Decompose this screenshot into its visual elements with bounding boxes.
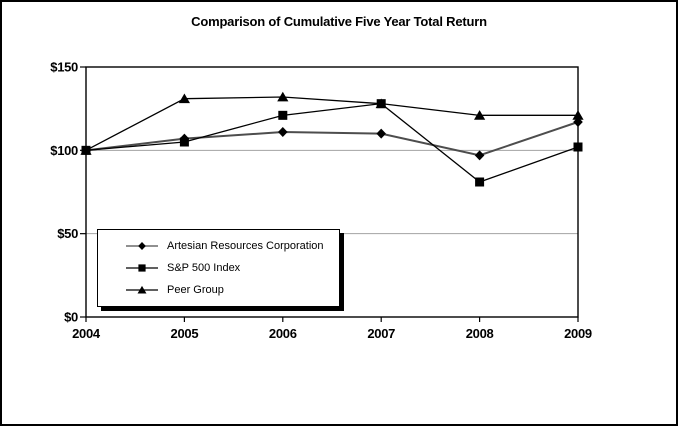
triangle-marker-icon: [474, 110, 486, 120]
diamond-marker-icon: [573, 117, 583, 127]
square-marker-icon: [179, 137, 189, 147]
x-axis-label: 2007: [367, 326, 395, 341]
x-axis-label: 2006: [269, 326, 297, 341]
triangle-marker-icon: [126, 285, 158, 294]
legend-item-artesian: Artesian Resources Corporation: [125, 240, 339, 252]
square-marker-icon: [278, 110, 288, 120]
legend-item-sp500: S&P 500 Index: [125, 262, 339, 274]
legend-item-peer-group: Peer Group: [125, 284, 339, 296]
series-line-square: [85, 102, 579, 183]
diamond-marker-icon: [278, 127, 288, 137]
legend-label: Peer Group: [167, 284, 224, 296]
x-axis-label: 2008: [466, 326, 494, 341]
legend-label: Artesian Resources Corporation: [167, 240, 324, 252]
x-axis-label: 2005: [171, 326, 199, 341]
x-axis-label: 2009: [564, 326, 592, 341]
diamond-marker-icon: [138, 242, 146, 250]
triangle-marker-icon: [277, 91, 289, 102]
y-axis-label: $100: [50, 143, 78, 158]
square-marker-icon: [81, 145, 91, 155]
series-line-diamond: [85, 121, 579, 157]
legend-box: Artesian Resources Corporation S&P 500 I…: [97, 229, 340, 307]
square-marker-icon: [138, 264, 146, 272]
diamond-marker-icon: [376, 128, 386, 139]
series-line-triangle: [85, 96, 578, 151]
diamond-marker-icon: [474, 150, 485, 161]
square-marker-icon: [126, 264, 158, 272]
y-axis-label: $50: [57, 226, 78, 241]
y-axis-label: $150: [50, 60, 78, 75]
triangle-marker-icon: [572, 110, 584, 120]
y-axis-label: $0: [64, 310, 78, 325]
square-marker-icon: [376, 99, 386, 109]
chart-title: Comparison of Cumulative Five Year Total…: [191, 14, 487, 29]
square-marker-icon: [475, 177, 485, 187]
x-axis-label: 2004: [72, 326, 101, 341]
diamond-marker-icon: [126, 242, 158, 250]
triangle-marker-icon: [178, 93, 190, 104]
legend-label: S&P 500 Index: [167, 262, 241, 274]
square-marker-icon: [573, 142, 583, 152]
triangle-marker-icon: [137, 285, 147, 294]
plot-frame: [85, 66, 579, 318]
